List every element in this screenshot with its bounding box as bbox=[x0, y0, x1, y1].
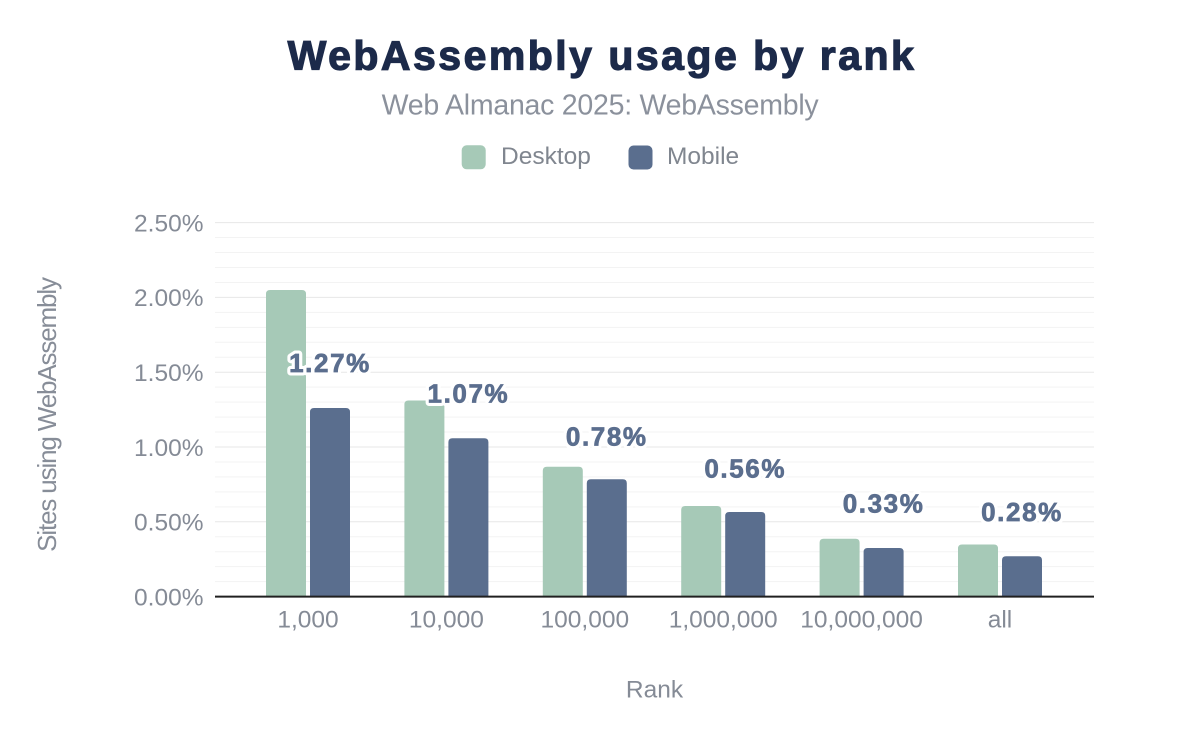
svg-text:1.27%: 1.27% bbox=[289, 348, 371, 378]
svg-text:0.33%: 0.33% bbox=[843, 489, 925, 519]
svg-text:1,000,000: 1,000,000 bbox=[669, 607, 778, 634]
svg-text:0.33%: 0.33% bbox=[843, 489, 925, 519]
svg-text:0.50%: 0.50% bbox=[134, 510, 203, 537]
svg-text:1.27%: 1.27% bbox=[289, 348, 371, 378]
svg-text:1.00%: 1.00% bbox=[134, 435, 203, 462]
svg-text:0.28%: 0.28% bbox=[981, 497, 1063, 527]
svg-text:2.50%: 2.50% bbox=[134, 210, 203, 237]
svg-text:10,000: 10,000 bbox=[409, 607, 484, 634]
svg-text:100,000: 100,000 bbox=[541, 607, 630, 634]
svg-text:2.00%: 2.00% bbox=[134, 285, 203, 312]
svg-text:0.28%: 0.28% bbox=[981, 497, 1063, 527]
svg-text:1.07%: 1.07% bbox=[428, 379, 510, 409]
svg-text:0.56%: 0.56% bbox=[704, 454, 786, 484]
svg-text:Rank: Rank bbox=[626, 677, 684, 704]
svg-text:WebAssembly usage by rank: WebAssembly usage by rank bbox=[288, 33, 917, 79]
svg-text:Desktop: Desktop bbox=[501, 143, 591, 170]
svg-text:10,000,000: 10,000,000 bbox=[800, 607, 923, 634]
svg-text:0.00%: 0.00% bbox=[134, 584, 203, 611]
svg-text:1.07%: 1.07% bbox=[428, 379, 510, 409]
svg-text:0.56%: 0.56% bbox=[704, 454, 786, 484]
svg-text:0.78%: 0.78% bbox=[566, 422, 648, 452]
svg-text:1,000: 1,000 bbox=[277, 607, 338, 634]
svg-text:1.50%: 1.50% bbox=[134, 360, 203, 387]
svg-text:all: all bbox=[988, 607, 1013, 634]
svg-text:0.78%: 0.78% bbox=[566, 422, 648, 452]
svg-text:Sites using WebAssembly: Sites using WebAssembly bbox=[32, 277, 62, 552]
svg-text:Web Almanac 2025: WebAssembly: Web Almanac 2025: WebAssembly bbox=[382, 90, 820, 122]
svg-text:Mobile: Mobile bbox=[667, 143, 739, 170]
